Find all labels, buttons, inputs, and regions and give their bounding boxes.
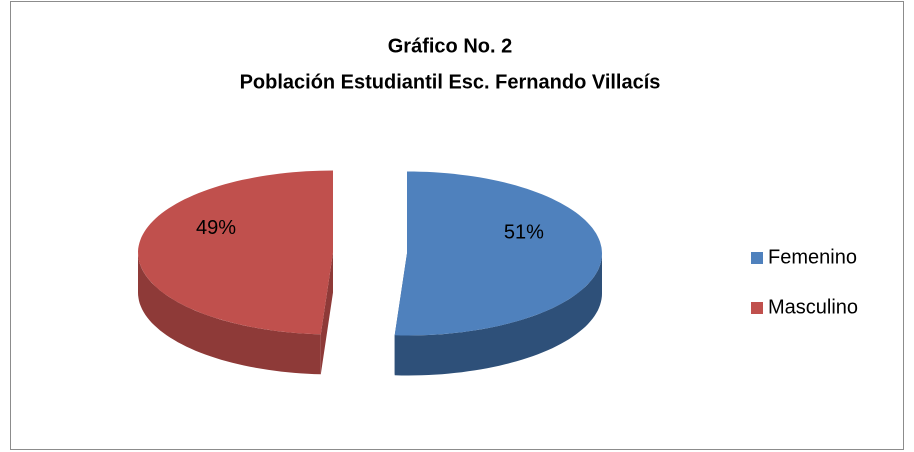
slice-side xyxy=(394,253,602,376)
legend-label: Masculino xyxy=(768,296,858,318)
legend-label: Femenino xyxy=(768,246,857,268)
data-label: 49% xyxy=(196,217,236,239)
data-label: 51% xyxy=(504,221,544,243)
slice-cut-face xyxy=(320,252,333,375)
pie-slice xyxy=(138,170,333,335)
chart-title: Población Estudiantil Esc. Fernando Vill… xyxy=(240,71,661,93)
chart-title: Gráfico No. 2 xyxy=(388,35,512,57)
legend-swatch xyxy=(751,302,763,314)
pie-slice xyxy=(394,171,602,336)
legend-swatch xyxy=(751,252,763,264)
slice-side xyxy=(138,252,321,375)
